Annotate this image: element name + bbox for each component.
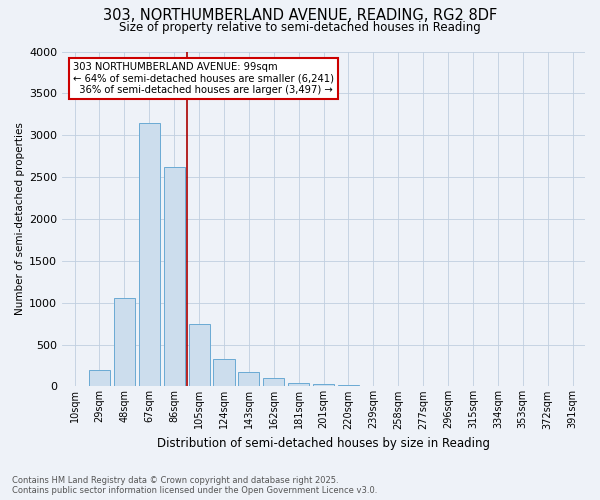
Bar (238, 372, 259, 386)
Bar (313, 384, 334, 386)
Bar (263, 378, 284, 386)
Text: Contains HM Land Registry data © Crown copyright and database right 2025.
Contai: Contains HM Land Registry data © Crown c… (12, 476, 377, 495)
Bar (214, 359, 235, 386)
Bar (288, 382, 309, 386)
Text: 303 NORTHUMBERLAND AVENUE: 99sqm
← 64% of semi-detached houses are smaller (6,24: 303 NORTHUMBERLAND AVENUE: 99sqm ← 64% o… (73, 62, 334, 94)
Bar (188, 324, 209, 386)
Y-axis label: Number of semi-detached properties: Number of semi-detached properties (15, 122, 25, 316)
X-axis label: Distribution of semi-detached houses by size in Reading: Distribution of semi-detached houses by … (157, 437, 490, 450)
Bar (139, 122, 160, 386)
Text: 303, NORTHUMBERLAND AVENUE, READING, RG2 8DF: 303, NORTHUMBERLAND AVENUE, READING, RG2… (103, 8, 497, 22)
Bar (338, 385, 359, 386)
Bar (114, 298, 135, 386)
Bar (164, 166, 185, 386)
Bar (89, 370, 110, 386)
Text: Size of property relative to semi-detached houses in Reading: Size of property relative to semi-detach… (119, 21, 481, 34)
